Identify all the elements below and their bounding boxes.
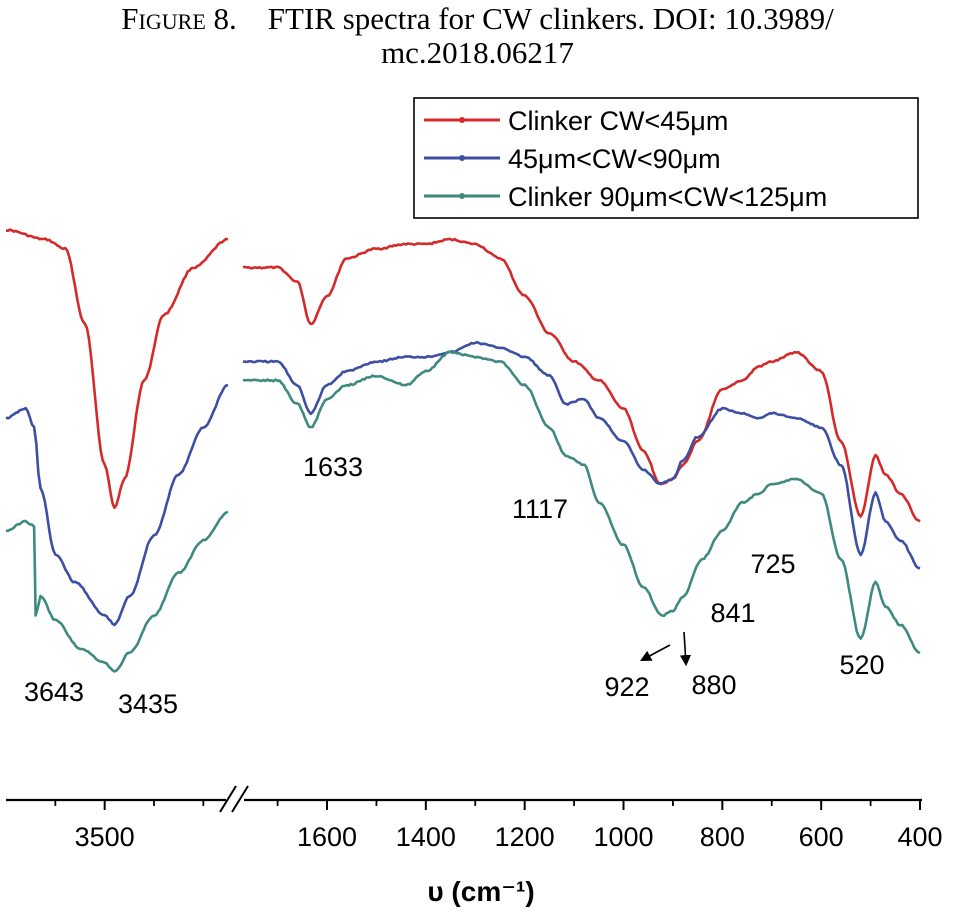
x-axis-label: υ (cm⁻¹): [427, 876, 534, 907]
series-3-right-line: [242, 350, 921, 655]
annotations: 1633 1117 922 880 841 725 520 3643 3435: [24, 452, 885, 719]
x-tick-label: 1400: [396, 822, 456, 852]
peak-label-922: 922: [604, 672, 649, 702]
x-tick-label: 1600: [297, 822, 357, 852]
peak-label-725: 725: [750, 549, 795, 579]
x-tick-label: 400: [897, 822, 942, 852]
series-2-left-line: [5, 383, 229, 627]
legend-marker: [459, 193, 465, 199]
series-1-left-line: [5, 228, 229, 510]
legend-label: Clinker CW<45μm: [508, 106, 728, 136]
x-tick-label: 800: [700, 822, 745, 852]
peak-label-1117: 1117: [512, 494, 568, 524]
axis-break-mark: [219, 785, 237, 813]
peak-label-1633: 1633: [303, 452, 363, 482]
series-1-right-line: [242, 237, 921, 523]
series-3-left-line: [5, 510, 229, 673]
peak-label-880: 880: [691, 670, 736, 700]
x-tick-label: 1000: [593, 822, 653, 852]
legend-label: 45μm<CW<90μm: [508, 144, 721, 174]
peak-label-3435: 3435: [118, 689, 178, 719]
legend: Clinker CW<45μm 45μm<CW<90μm Clinker 90μm<…: [413, 97, 919, 219]
x-axis: 3500 1600 1400 1200 1000 800 600 400: [6, 785, 943, 852]
figure-caption-line1: Figure 8. FTIR spectra for CW clinkers. …: [0, 2, 955, 36]
arrow-880: [679, 631, 692, 667]
figure-label: Figure 8.: [121, 1, 237, 36]
peak-label-841: 841: [710, 598, 755, 628]
figure-caption-text: FTIR spectra for CW clinkers. DOI: 10.39…: [267, 1, 834, 36]
arrow-922: [640, 644, 671, 662]
legend-marker: [459, 117, 465, 123]
x-tick-label: 3500: [75, 822, 135, 852]
series-layer: [5, 228, 921, 673]
peak-label-3643: 3643: [24, 677, 84, 707]
axis-break-mark: [231, 785, 249, 813]
series-2-right-line: [242, 340, 921, 570]
x-tick-label: 1200: [495, 822, 555, 852]
x-tick-label: 600: [799, 822, 844, 852]
peak-label-520: 520: [839, 650, 884, 680]
legend-label: Clinker 90μm<CW<125μm: [508, 182, 827, 212]
figure-caption-line2: mc.2018.06217: [381, 35, 574, 70]
legend-marker: [459, 155, 465, 161]
